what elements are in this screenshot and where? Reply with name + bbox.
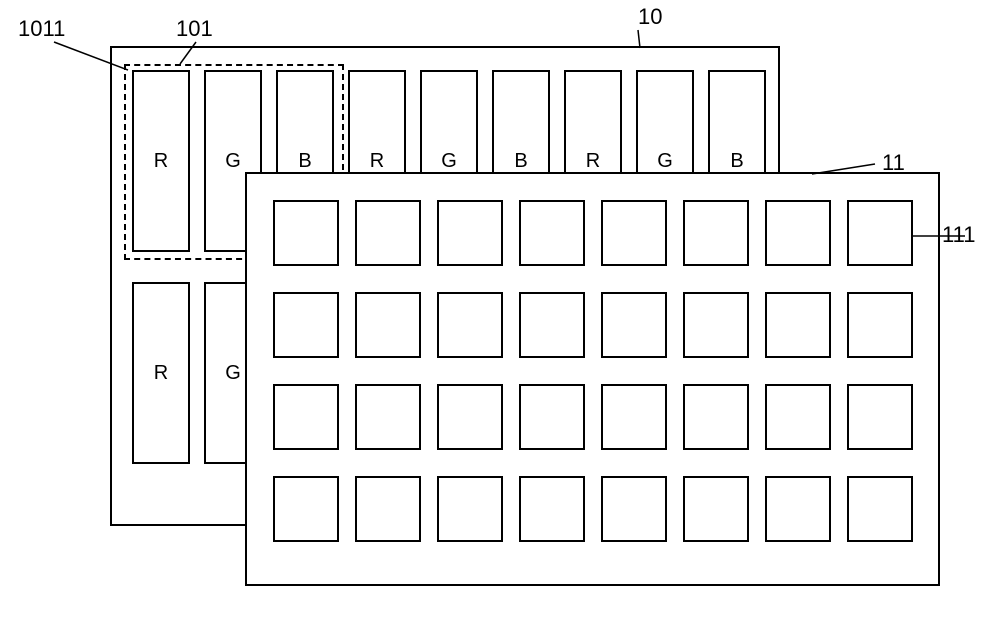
subpixel-1011: R xyxy=(132,70,190,252)
grid-cell-111 xyxy=(355,292,421,358)
grid-cell-111 xyxy=(765,384,831,450)
grid-cell-111 xyxy=(601,292,667,358)
grid-cell-111 xyxy=(847,384,913,450)
grid-cell-111 xyxy=(765,200,831,266)
grid-cell-111 xyxy=(847,476,913,542)
label-1011: 1011 xyxy=(18,16,65,42)
grid-cell-111 xyxy=(601,200,667,266)
label-111: 111 xyxy=(942,222,975,248)
grid-cell-111 xyxy=(437,384,503,450)
grid-cell-111 xyxy=(683,200,749,266)
grid-cell-111 xyxy=(683,384,749,450)
grid-cell-111 xyxy=(847,292,913,358)
grid-cell-111 xyxy=(519,292,585,358)
grid-cell-111 xyxy=(519,384,585,450)
label-10: 10 xyxy=(638,4,662,30)
grid-cell-111 xyxy=(355,476,421,542)
grid-cell-111 xyxy=(847,200,913,266)
grid-cell-111 xyxy=(601,476,667,542)
label-11: 11 xyxy=(882,150,905,176)
grid-cell-111 xyxy=(355,384,421,450)
grid-cell-111 xyxy=(765,476,831,542)
grid-cell-111 xyxy=(519,476,585,542)
grid-cell-111 xyxy=(437,292,503,358)
grid-cell-111 xyxy=(765,292,831,358)
grid-cell-111 xyxy=(683,292,749,358)
grid-cell-111 xyxy=(601,384,667,450)
subpixel-1011: R xyxy=(132,282,190,464)
grid-cell-111 xyxy=(273,384,339,450)
grid-cell-111 xyxy=(519,200,585,266)
front-panel-11 xyxy=(245,172,940,586)
grid-cell-111 xyxy=(273,200,339,266)
grid-cell-111 xyxy=(355,200,421,266)
grid-cell-111 xyxy=(683,476,749,542)
label-101: 101 xyxy=(176,16,213,42)
grid-cell-111 xyxy=(273,292,339,358)
grid-cell-111 xyxy=(437,476,503,542)
grid-cell-111 xyxy=(273,476,339,542)
grid-cell-111 xyxy=(437,200,503,266)
